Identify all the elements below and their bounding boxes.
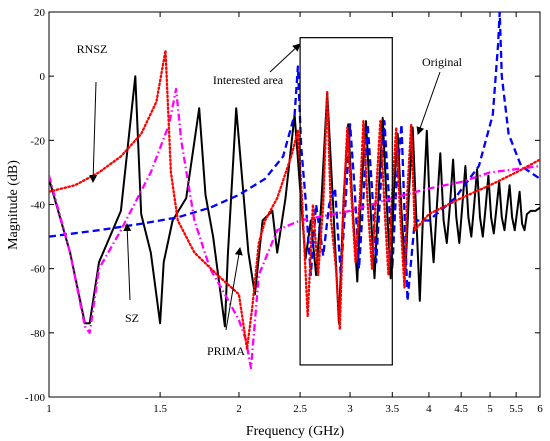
x-tick-label: 2.5 — [293, 403, 307, 415]
annotation-arrow — [123, 223, 132, 301]
annotation-interested-area: Interested area — [213, 73, 284, 87]
series-sz — [49, 87, 540, 370]
interested-area-box — [299, 37, 393, 366]
annotation-rnsz: RNSZ — [77, 42, 108, 56]
series-layer — [49, 12, 540, 370]
y-tick-label: -100 — [25, 392, 46, 404]
annotation-arrow — [269, 43, 301, 73]
x-tick-label: 4.5 — [454, 403, 468, 415]
annotation-original: Original — [422, 55, 463, 69]
x-tick-label: 3 — [347, 403, 353, 415]
y-tick-label: -20 — [30, 135, 45, 147]
annotation-arrow — [225, 247, 243, 331]
x-axis-label: Frequency (GHz) — [246, 424, 345, 439]
x-tick-label: 5 — [487, 403, 493, 415]
axes: 1 1.5 2 2.5 3 3.5 4 4.5 5 5.5 6 -100 -80 -60 -40 -20 0 20 — [25, 7, 543, 415]
x-tick-label: 5.5 — [509, 403, 523, 415]
y-tick-label: 20 — [34, 7, 46, 19]
series-prima — [49, 12, 540, 302]
y-tick-label: -80 — [30, 328, 45, 340]
annotation-sz: SZ — [125, 311, 139, 325]
y-tick-label: -60 — [30, 264, 45, 276]
x-tick-label: 3.5 — [385, 403, 399, 415]
x-tick-label: 1.5 — [153, 403, 167, 415]
annotation-arrow — [416, 71, 441, 135]
series-original — [49, 75, 540, 328]
x-tick-label: 4 — [426, 403, 432, 415]
annotation-prima: PRIMA — [207, 344, 245, 358]
annotations: RNSZ SZ PRIMA Original Interested area — [77, 37, 463, 366]
y-axis-label: Magnitude (dB) — [6, 160, 21, 250]
x-tick-label: 2 — [236, 403, 242, 415]
x-tick-label: 1 — [46, 403, 52, 415]
plot-frame — [48, 11, 541, 398]
annotation-arrow — [89, 81, 98, 183]
y-tick-label: 0 — [40, 71, 46, 83]
series-rnsz — [49, 49, 540, 351]
x-tick-label: 6 — [537, 403, 543, 415]
y-tick-label: -40 — [30, 200, 45, 212]
